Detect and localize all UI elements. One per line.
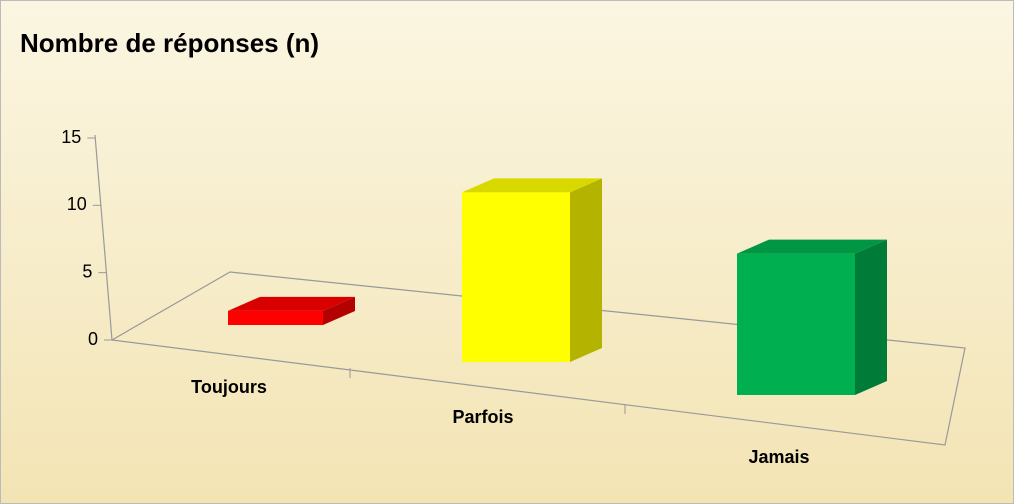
y-axis (94, 134, 113, 341)
bar (462, 192, 570, 362)
y-tick-label: 10 (67, 194, 87, 214)
x-tick-label: Jamais (748, 447, 809, 467)
bar-top (228, 296, 355, 311)
bar-side (570, 178, 602, 362)
y-tick-label: 0 (88, 329, 98, 349)
bar (228, 310, 323, 325)
x-tick-label: Parfois (452, 407, 513, 427)
bar-top (462, 178, 602, 193)
x-tick-label: Toujours (191, 377, 267, 397)
chart-title: Nombre de réponses (n) (20, 28, 319, 58)
floor (110, 271, 966, 446)
y-tick-label: 15 (61, 127, 81, 147)
y-tick-label: 5 (82, 261, 92, 281)
bar-side (323, 296, 355, 325)
bar-side (855, 239, 887, 395)
bar (737, 253, 855, 395)
bar-top (737, 239, 887, 254)
